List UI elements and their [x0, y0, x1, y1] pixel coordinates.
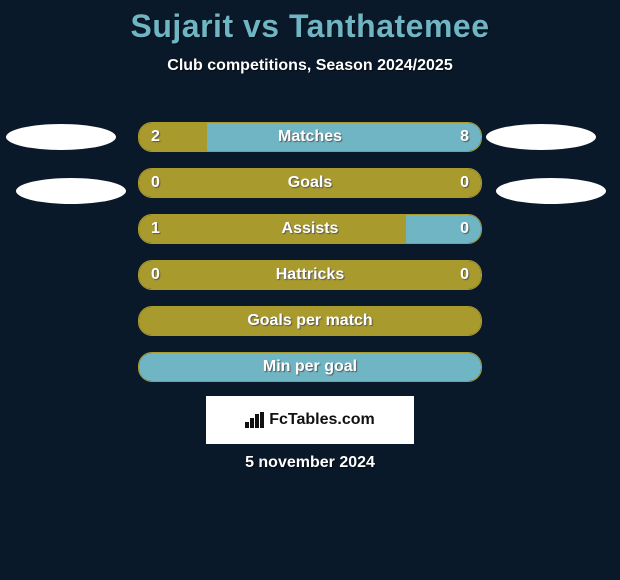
page-title: Sujarit vs Tanthatemee: [0, 8, 620, 45]
date-line: 5 november 2024: [0, 454, 620, 472]
side-oval: [6, 124, 116, 150]
bar-row: 00Hattricks: [138, 260, 482, 290]
logo-box: FcTables.com: [206, 396, 414, 444]
bar-label: Goals: [139, 169, 481, 197]
logo-text: FcTables.com: [269, 411, 375, 429]
bar-label: Hattricks: [139, 261, 481, 289]
bar-row: Min per goal: [138, 352, 482, 382]
bar-row: 00Goals: [138, 168, 482, 198]
page-subtitle: Club competitions, Season 2024/2025: [0, 57, 620, 75]
bar-row: Goals per match: [138, 306, 482, 336]
bar-label: Assists: [139, 215, 481, 243]
side-oval: [486, 124, 596, 150]
bar-label: Min per goal: [139, 353, 481, 381]
comparison-bars: 28Matches 00Goals 10Assists 00Hattricks Goal…: [138, 122, 482, 398]
side-oval: [16, 178, 126, 204]
side-oval: [496, 178, 606, 204]
bar-label: Matches: [139, 123, 481, 151]
barchart-icon: [245, 412, 265, 428]
bar-row: 28Matches: [138, 122, 482, 152]
bar-row: 10Assists: [138, 214, 482, 244]
bar-label: Goals per match: [139, 307, 481, 335]
